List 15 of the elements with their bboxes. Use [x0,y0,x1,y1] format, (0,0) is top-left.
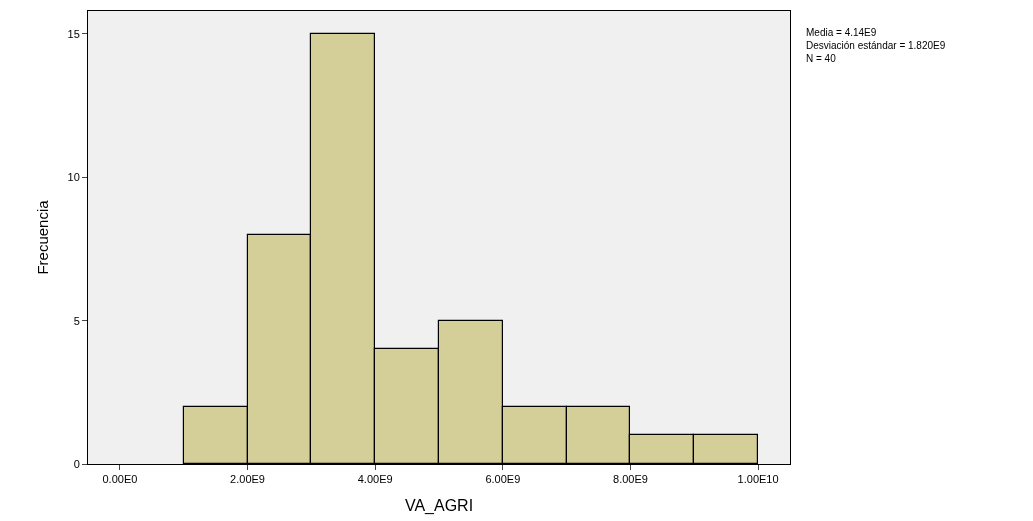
x-tick-label: 6.00E9 [485,473,521,486]
x-tick-label: 1.00E10 [737,473,779,486]
y-tick-label: 15 [67,27,80,40]
y-axis-title: Frecuencia [33,199,51,275]
text: Media = 4.14E9 [806,27,877,38]
x-axis-title: VA_AGRI [404,496,474,515]
y-tick-label: 0 [73,457,80,470]
x-tick-label: 0.00E0 [102,473,138,486]
text: N = 40 [806,53,837,64]
x-tick-label: 8.00E9 [613,473,648,486]
x-tick-label: 2.00E9 [230,473,265,486]
x-tick-label: 4.00E9 [357,473,393,486]
y-tick-label: 10 [67,171,80,184]
text: Desviación estándar = 1.820E9 [806,40,946,51]
y-tick-label: 5 [73,314,80,327]
